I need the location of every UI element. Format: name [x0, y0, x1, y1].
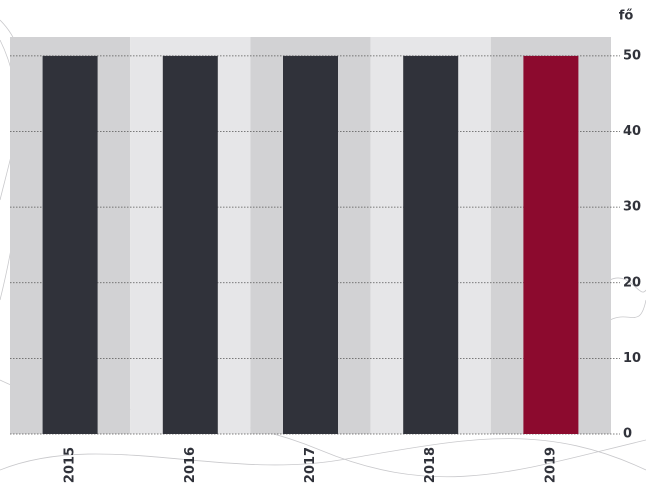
- x-tick-label: 2015: [63, 447, 78, 483]
- bar: [403, 55, 459, 435]
- y-axis-label: fő: [619, 9, 634, 24]
- bar: [283, 55, 338, 435]
- y-tick-label: 0: [623, 427, 632, 442]
- y-tick-label: 30: [623, 200, 641, 215]
- x-tick-label: 2019: [543, 447, 558, 483]
- x-tick-label: 2017: [303, 447, 318, 483]
- x-tick-label: 2016: [183, 447, 198, 483]
- y-tick-label: 40: [623, 124, 641, 139]
- bar: [162, 55, 218, 435]
- bar: [42, 55, 98, 435]
- y-tick-label: 50: [623, 48, 641, 63]
- wave: [0, 438, 646, 471]
- wave: [609, 277, 646, 293]
- y-tick-label: 10: [623, 351, 641, 366]
- bar: [523, 55, 579, 435]
- x-tick-label: 2018: [423, 447, 438, 483]
- y-tick-label: 20: [623, 275, 641, 290]
- wave: [609, 299, 646, 321]
